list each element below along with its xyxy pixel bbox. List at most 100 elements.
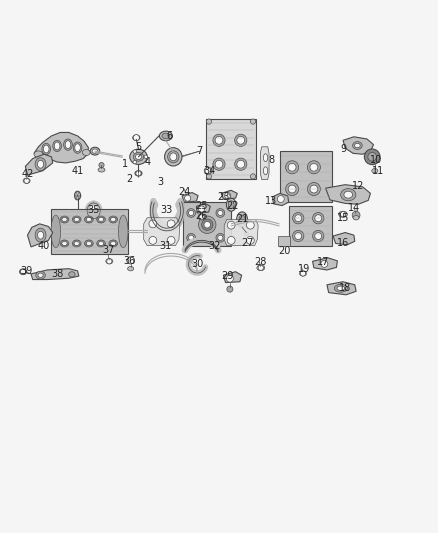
Ellipse shape <box>198 214 205 220</box>
Text: 16: 16 <box>337 238 349 247</box>
Ellipse shape <box>165 148 182 166</box>
Ellipse shape <box>38 273 43 277</box>
Circle shape <box>127 257 134 264</box>
Ellipse shape <box>106 259 113 264</box>
Ellipse shape <box>162 133 170 139</box>
Text: 17: 17 <box>317 257 330 267</box>
Ellipse shape <box>339 211 347 217</box>
Polygon shape <box>144 218 180 246</box>
Ellipse shape <box>99 217 104 222</box>
Ellipse shape <box>51 215 60 248</box>
Text: 42: 42 <box>21 169 34 179</box>
Text: 18: 18 <box>339 283 351 293</box>
Polygon shape <box>272 193 289 206</box>
Text: 1: 1 <box>122 159 128 169</box>
Text: 6: 6 <box>166 131 172 141</box>
Circle shape <box>258 265 263 270</box>
Ellipse shape <box>86 217 92 222</box>
Text: 36: 36 <box>124 256 136 266</box>
Circle shape <box>107 259 112 264</box>
Ellipse shape <box>293 213 304 224</box>
Ellipse shape <box>215 136 223 144</box>
Ellipse shape <box>35 228 46 242</box>
Ellipse shape <box>198 216 216 233</box>
Ellipse shape <box>228 201 234 208</box>
Ellipse shape <box>288 163 296 171</box>
Ellipse shape <box>53 140 61 151</box>
Text: 24: 24 <box>178 187 191 197</box>
Circle shape <box>251 119 255 124</box>
Circle shape <box>227 286 233 292</box>
Ellipse shape <box>133 135 140 140</box>
Circle shape <box>216 208 225 217</box>
Text: 7: 7 <box>196 146 202 156</box>
Ellipse shape <box>97 240 106 247</box>
Ellipse shape <box>263 167 268 175</box>
Text: 15: 15 <box>337 213 349 223</box>
Circle shape <box>198 206 205 212</box>
Polygon shape <box>221 190 237 199</box>
Text: 10: 10 <box>370 155 382 165</box>
Ellipse shape <box>313 230 324 241</box>
Circle shape <box>24 178 29 183</box>
Text: 20: 20 <box>278 246 290 256</box>
Ellipse shape <box>353 142 362 149</box>
Ellipse shape <box>90 147 100 155</box>
Ellipse shape <box>109 216 117 223</box>
Circle shape <box>205 168 211 174</box>
Ellipse shape <box>43 145 49 153</box>
Ellipse shape <box>35 158 46 171</box>
Ellipse shape <box>315 215 322 222</box>
Text: 28: 28 <box>254 257 267 267</box>
Text: 41: 41 <box>71 166 84 176</box>
Ellipse shape <box>215 160 223 168</box>
Ellipse shape <box>72 240 81 247</box>
Ellipse shape <box>74 191 81 200</box>
Circle shape <box>321 261 328 268</box>
Ellipse shape <box>82 149 90 156</box>
Ellipse shape <box>92 149 98 154</box>
Circle shape <box>144 155 148 158</box>
Ellipse shape <box>20 269 27 274</box>
Circle shape <box>226 275 233 282</box>
Text: 21: 21 <box>237 214 249 224</box>
Ellipse shape <box>98 168 105 172</box>
Ellipse shape <box>235 134 247 147</box>
Polygon shape <box>327 282 356 295</box>
Ellipse shape <box>337 286 345 290</box>
Ellipse shape <box>355 143 360 148</box>
Ellipse shape <box>72 216 81 223</box>
Polygon shape <box>333 232 355 245</box>
Ellipse shape <box>307 182 321 196</box>
Text: 25: 25 <box>195 201 208 212</box>
Ellipse shape <box>99 163 104 168</box>
Circle shape <box>227 221 235 229</box>
Ellipse shape <box>204 167 212 174</box>
Polygon shape <box>289 206 332 246</box>
Ellipse shape <box>38 231 44 239</box>
Circle shape <box>352 211 360 219</box>
Ellipse shape <box>85 216 93 223</box>
Ellipse shape <box>64 139 72 150</box>
Ellipse shape <box>97 216 106 223</box>
Circle shape <box>300 271 306 276</box>
Ellipse shape <box>118 215 128 248</box>
Polygon shape <box>260 147 269 180</box>
Text: 4: 4 <box>144 157 150 167</box>
Circle shape <box>364 149 380 165</box>
Circle shape <box>218 211 223 215</box>
Ellipse shape <box>334 284 347 292</box>
Text: 19: 19 <box>298 264 310 273</box>
Text: 9: 9 <box>340 144 346 154</box>
Circle shape <box>167 237 175 244</box>
Ellipse shape <box>85 240 93 247</box>
Circle shape <box>277 196 284 203</box>
Ellipse shape <box>111 241 116 246</box>
Ellipse shape <box>130 149 147 165</box>
Text: 31: 31 <box>160 240 172 251</box>
Circle shape <box>251 174 255 179</box>
Ellipse shape <box>34 151 43 157</box>
Circle shape <box>227 237 235 244</box>
Ellipse shape <box>62 217 67 222</box>
Ellipse shape <box>111 217 116 222</box>
